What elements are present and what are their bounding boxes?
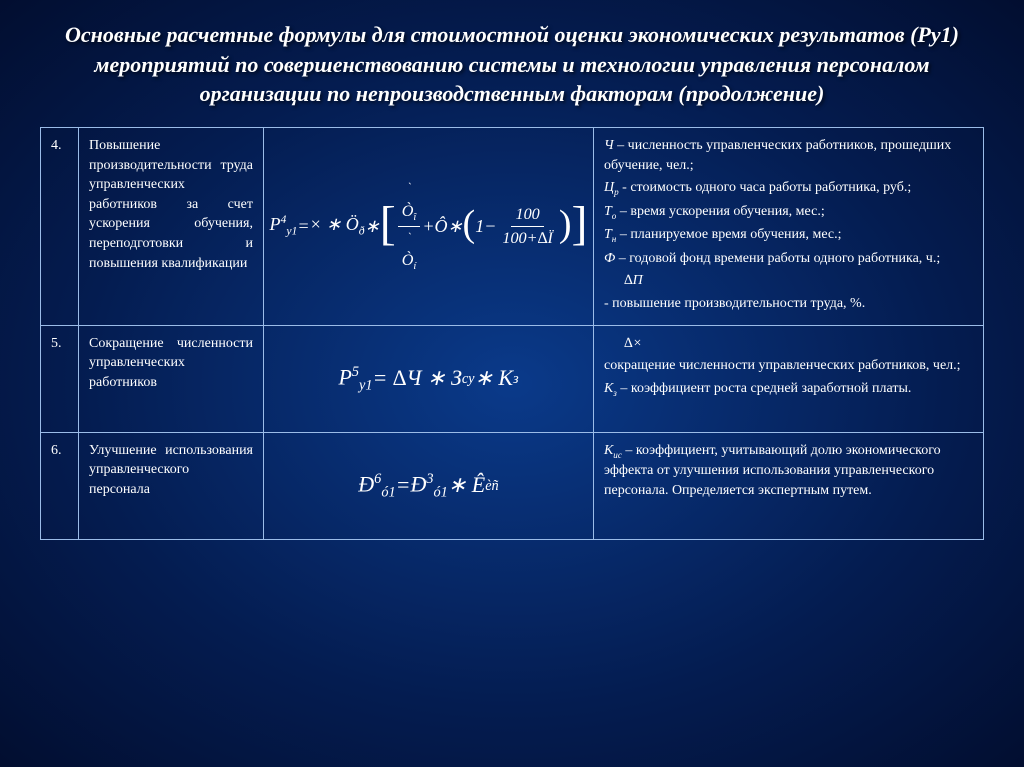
legend-item: ∆× [604,334,973,354]
table-row: 4. Повышение производительности труда уп… [41,128,984,326]
row-number: 5. [41,325,79,432]
row-formula: P5y1 = ∆Ч ∗ Зсу ∗ Кз [264,325,594,432]
legend-item: Кз – коэффициент роста средней заработно… [604,379,973,400]
formula-table: 4. Повышение производительности труда уп… [40,127,984,540]
row-legend: Кис – коэффициент, учитывающий долю экон… [594,432,984,539]
legend-item: Ф – годовой фонд времени работы одного р… [604,249,973,269]
slide-title: Основные расчетные формулы для стоимостн… [40,20,984,109]
legend-item: То – время ускорения обучения, мес.; [604,202,973,223]
legend-item: Цр - стоимость одного часа работы работн… [604,178,973,199]
row-formula: P4y1 = × ∗ Öð ∗ [ `Òî `Òí +Ô∗ ( 1− [264,128,594,326]
legend-item: Кис – коэффициент, учитывающий долю экон… [604,441,973,501]
legend-item: сокращение численности управленческих ра… [604,356,973,376]
legend-item: - повышение производительности труда, %. [604,294,973,314]
legend-item: ∆П [604,271,973,291]
row-description: Сокращение численности управленческих ра… [79,325,264,432]
row-description: Улучшение использования управленческого … [79,432,264,539]
row-description: Повышение производительности труда управ… [79,128,264,326]
row-legend: ∆×сокращение численности управленческих … [594,325,984,432]
row-formula: Ð6ó1 = Ð3ó1 ∗ Êèñ [264,432,594,539]
legend-item: Тн – планируемое время обучения, мес.; [604,225,973,246]
row-number: 4. [41,128,79,326]
legend-item: Ч – численность управленческих работнико… [604,136,973,175]
table-row: 6. Улучшение использования управленческо… [41,432,984,539]
table-row: 5. Сокращение численности управленческих… [41,325,984,432]
row-legend: Ч – численность управленческих работнико… [594,128,984,326]
row-number: 6. [41,432,79,539]
